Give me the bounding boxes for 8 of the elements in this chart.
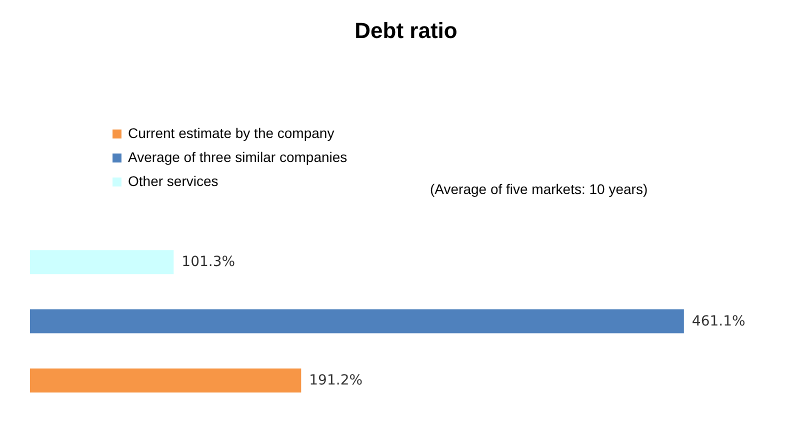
legend-label: Average of three similar companies: [128, 149, 348, 165]
legend-label: Current estimate by the company: [128, 125, 334, 141]
data-label: 461.1%: [692, 313, 746, 330]
text: (Average of five markets: 10 years): [430, 181, 648, 197]
legend-label: Other services: [128, 173, 218, 189]
data-label: 101.3%: [182, 254, 236, 270]
chart-title: Debt ratio: [354, 18, 458, 43]
data-label: 191.2%: [309, 372, 363, 388]
